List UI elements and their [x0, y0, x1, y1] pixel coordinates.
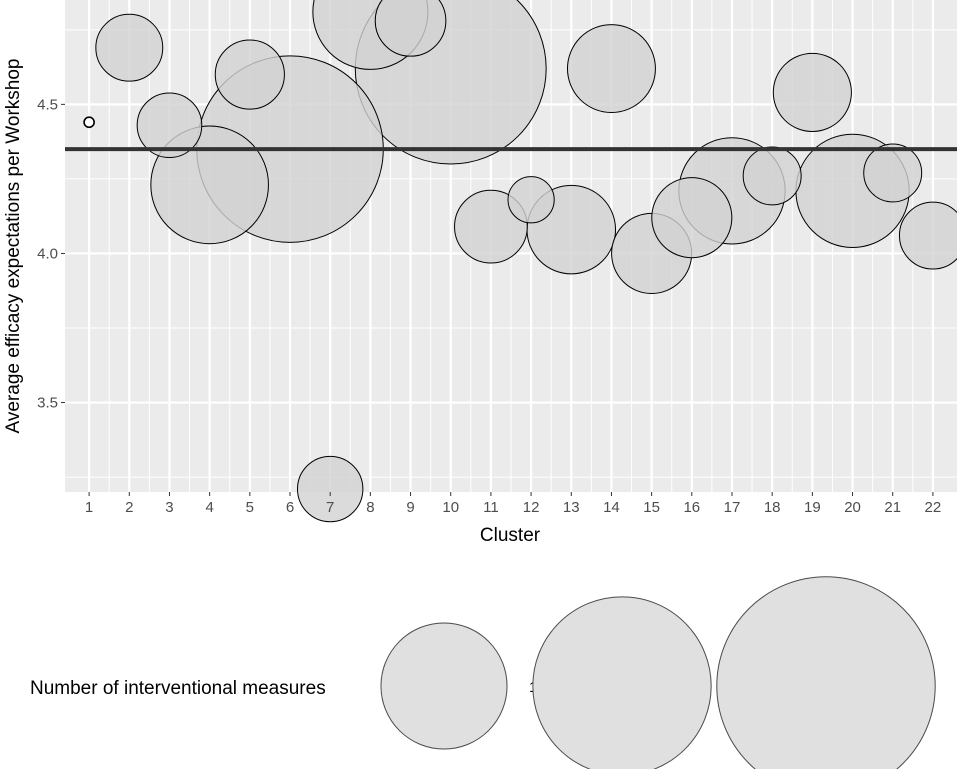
legend-bubble-30: [716, 576, 936, 769]
x-tick-label: 8: [366, 499, 374, 516]
legend-bubble-20: [532, 596, 712, 769]
bubbles: [83, 0, 957, 523]
bubble-cluster-19: [772, 52, 852, 133]
legend-keys: 102030: [380, 576, 936, 769]
x-tick-label: 16: [683, 499, 700, 516]
x-tick-label: 17: [724, 499, 741, 516]
bubble-cluster-5: [214, 39, 285, 110]
bubble-cluster-7: [297, 455, 364, 523]
bubble-cluster-3: [136, 92, 203, 159]
x-tick-label: 13: [563, 499, 580, 516]
bubble-cluster-11: [454, 189, 528, 264]
x-axis-ticks: 1 2 3 4 5 6 7 8 9 10 11 12 13 14 15 16 17 18 19 20 21 22: [85, 492, 941, 516]
x-tick-label: 4: [205, 499, 213, 516]
x-tick-label: 19: [804, 499, 821, 516]
x-tick-label: 12: [523, 499, 540, 516]
x-tick-label: 1: [85, 499, 93, 516]
bubble-cluster-18: [742, 146, 802, 206]
bubble-cluster-2: [95, 13, 164, 82]
x-tick-label: 2: [125, 499, 133, 516]
x-tick-label: 21: [884, 499, 901, 516]
x-tick-label: 9: [406, 499, 414, 516]
y-axis-title: Average efficacy expectations per Worksh…: [3, 59, 24, 434]
y-tick-label: 4.5: [37, 96, 58, 113]
x-tick-label: 22: [925, 499, 942, 516]
bubble-cluster-22: [898, 201, 957, 270]
x-tick-label: 15: [643, 499, 660, 516]
bubble-cluster-1: [83, 116, 95, 129]
x-tick-label: 11: [483, 499, 499, 516]
bubble-cluster-21: [863, 143, 923, 203]
x-tick-label: 20: [844, 499, 861, 516]
x-tick-label: 6: [286, 499, 294, 516]
y-tick-label: 3.5: [37, 395, 58, 412]
bubble-cluster-12: [507, 176, 555, 224]
y-tick-label: 4.0: [37, 245, 58, 262]
x-tick-label: 14: [603, 499, 620, 516]
legend: Number of interventional measures 102030: [30, 576, 936, 769]
bubble-cluster-16: [651, 177, 733, 259]
x-axis-title: Cluster: [480, 525, 541, 546]
x-tick-label: 3: [165, 499, 173, 516]
y-axis-ticks: 3.5 4.0 4.5: [37, 96, 65, 412]
x-tick-label: 10: [442, 499, 459, 516]
legend-title: Number of interventional measures: [30, 678, 326, 699]
legend-bubble-10: [380, 622, 508, 750]
bubble-cluster-14: [566, 24, 656, 114]
x-tick-label: 5: [246, 499, 254, 516]
bubble-cluster-9: [374, 0, 447, 57]
x-tick-label: 18: [764, 499, 781, 516]
x-tick-label: 7: [326, 499, 334, 516]
